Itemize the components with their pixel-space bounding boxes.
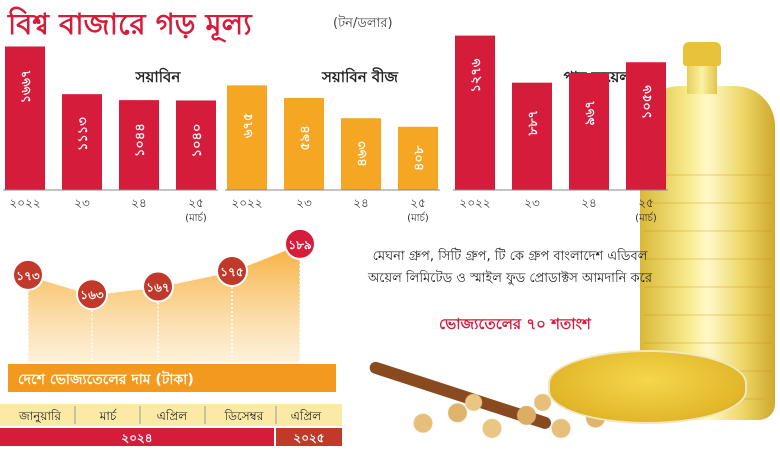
bar-value-label-3-1: ১২৭৬ — [469, 58, 484, 92]
bar-x-tick-2-2: ২৩ — [296, 196, 312, 210]
price-value-label-5: ১৮৯ — [288, 238, 312, 252]
bar-2-4 — [398, 126, 438, 190]
bar-value-label-2-4: ৪০৮ — [412, 145, 427, 171]
bar-x-tick-2-1: ২০২২ — [231, 196, 262, 210]
price-x-tick-4: ডিসেম্বর — [224, 409, 264, 423]
bar-x-tick-3-2: ২৩ — [524, 196, 540, 210]
bar-x-tick-1-1: ২০২২ — [9, 196, 40, 210]
price-value-label-1: ১৭৩ — [16, 269, 40, 283]
bar-x-tick-1-3: ২৪ — [131, 196, 147, 210]
bar-2-1 — [227, 85, 267, 190]
price-value-label-3: ১৬৭ — [146, 280, 169, 294]
price-point-5 — [284, 227, 316, 260]
bar-value-label-1-1: ১৬৬৭ — [19, 70, 34, 104]
price-area-fill — [28, 243, 300, 362]
bar-3-4 — [626, 62, 666, 190]
year-band-2025 — [276, 428, 342, 446]
month-axis-band — [0, 404, 342, 426]
bar-x-tick-3-1: ২০২২ — [459, 196, 490, 210]
bar-2-3 — [341, 118, 381, 190]
bar-value-label-2-1: ৬৭৫ — [241, 113, 256, 138]
bar-1-4 — [176, 100, 216, 190]
bar-3-2 — [512, 82, 552, 190]
bar-value-label-3-4: ১০৫৬ — [640, 85, 655, 119]
page-title: বিশ্ব বাজারে গড় মূল্য — [8, 7, 252, 41]
price-point-2 — [76, 278, 108, 311]
year-label-2: ২০২৫ — [293, 431, 324, 445]
bar-value-label-2-3: ৪৬৩ — [355, 141, 370, 167]
year-band-2024 — [0, 428, 274, 446]
year-label-1: ২০২৪ — [121, 431, 152, 445]
oil-bottle-neck — [687, 64, 717, 94]
bar-1-1 — [5, 46, 45, 190]
bar-3-3 — [569, 72, 609, 190]
price-point-1 — [12, 258, 44, 291]
bar-value-label-2-2: ৫৯৪ — [298, 125, 313, 150]
bar-x-tick-note-2-4: (মার্চ) — [407, 212, 429, 224]
bar-value-label-1-2: ১১১৩ — [76, 117, 91, 151]
price-chart-title: দেশে ভোজ্যতেলের দাম (টাকা) — [18, 370, 194, 388]
bar-value-label-3-2: ৮৮৭ — [526, 110, 541, 136]
unit-label: (টন/ডলার) — [333, 16, 393, 31]
bar-x-tick-2-4: ২৫ — [410, 196, 426, 210]
importers-note: মেঘনা গ্রুপ, সিটি গ্রুপ, টি কে গ্রুপ বাং… — [367, 249, 653, 286]
bar-1-3 — [119, 100, 159, 190]
bar-3-1 — [455, 35, 495, 190]
bar-x-tick-1-2: ২৩ — [74, 196, 90, 210]
bar-2-2 — [284, 97, 324, 190]
bar-1-2 — [62, 94, 102, 190]
price-chart-title-band — [8, 364, 336, 392]
bar-chart-title-2: সয়াবিন বীজ — [321, 67, 399, 86]
oil-bottle-cap — [683, 42, 721, 66]
price-x-tick-5: এপ্রিল — [291, 409, 323, 423]
price-x-tick-3: এপ্রিল — [157, 409, 189, 423]
bar-value-label-1-4: ১০৪০ — [190, 124, 205, 158]
bar-x-tick-note-3-4: (মার্চ) — [635, 212, 657, 224]
bar-x-tick-note-1-4: (মার্চ) — [185, 212, 207, 224]
price-x-tick-2: মার্চ — [99, 409, 118, 423]
price-point-4 — [216, 255, 248, 287]
bar-x-tick-2-3: ২৪ — [353, 196, 369, 210]
bar-chart-title-1: সয়াবিন — [135, 67, 182, 86]
price-value-label-2: ১৬৩ — [80, 288, 104, 302]
bar-x-tick-1-4: ২৫ — [188, 196, 204, 210]
import-share-note: ভোজ্যতেলের ৭০ শতাংশ — [439, 315, 591, 333]
price-value-label-4: ১৭৫ — [220, 265, 244, 279]
bar-value-label-1-3: ১০৪৪ — [133, 123, 148, 157]
bar-value-label-3-3: ৯৬৭ — [583, 100, 598, 125]
bar-x-tick-3-4: ২৫ — [638, 196, 654, 210]
oil-bowl-illustration — [548, 350, 747, 424]
price-point-3 — [142, 270, 174, 303]
price-x-tick-1: জানুয়ারি — [18, 409, 61, 424]
bar-x-tick-3-3: ২৪ — [581, 196, 597, 210]
